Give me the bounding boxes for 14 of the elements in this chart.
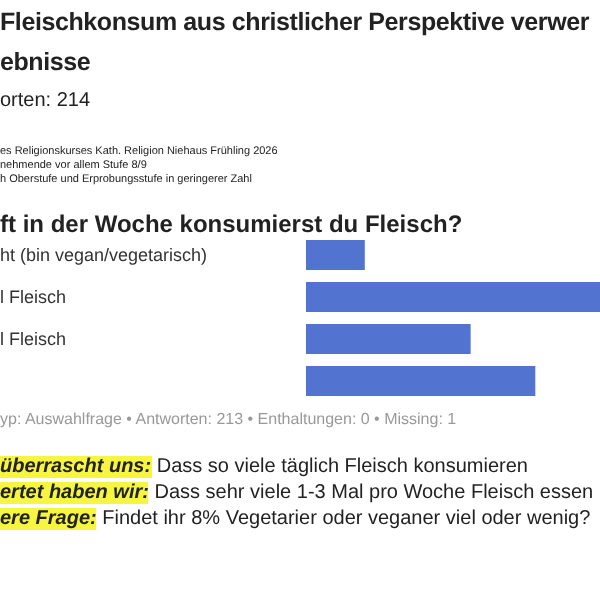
bar bbox=[306, 323, 471, 354]
text: yp: Auswahlfrage • Antworten: 213 • Enthaltungen: 0 • Missing: 1 bbox=[0, 410, 457, 428]
y-tick-label: ht (bin vegan/vegetarisch) bbox=[0, 245, 208, 265]
y-tick-label: l Fleisch bbox=[0, 329, 67, 349]
text: orten: 214 bbox=[0, 90, 91, 112]
bar bbox=[306, 281, 600, 312]
text: ertet haben wir: Dass sehr viele 1-3 Mal pro Woche Fleisch essen bbox=[0, 482, 594, 504]
text: ere Frage: Findet ihr 8% Vegetarier oder veganer viel oder wenig? bbox=[0, 508, 591, 530]
chart-title: Fleischkonsum aus christlicher Perspektive verwer ebnisse bbox=[0, 6, 590, 80]
y-tick-label: l Fleisch bbox=[0, 287, 67, 307]
bar bbox=[306, 239, 365, 270]
text: überrascht uns: Dass so viele täglich Fleisch konsumieren bbox=[0, 456, 528, 478]
annotation: ft in der Woche konsumierst du Fleisch? bbox=[0, 210, 463, 238]
bar bbox=[306, 365, 536, 396]
